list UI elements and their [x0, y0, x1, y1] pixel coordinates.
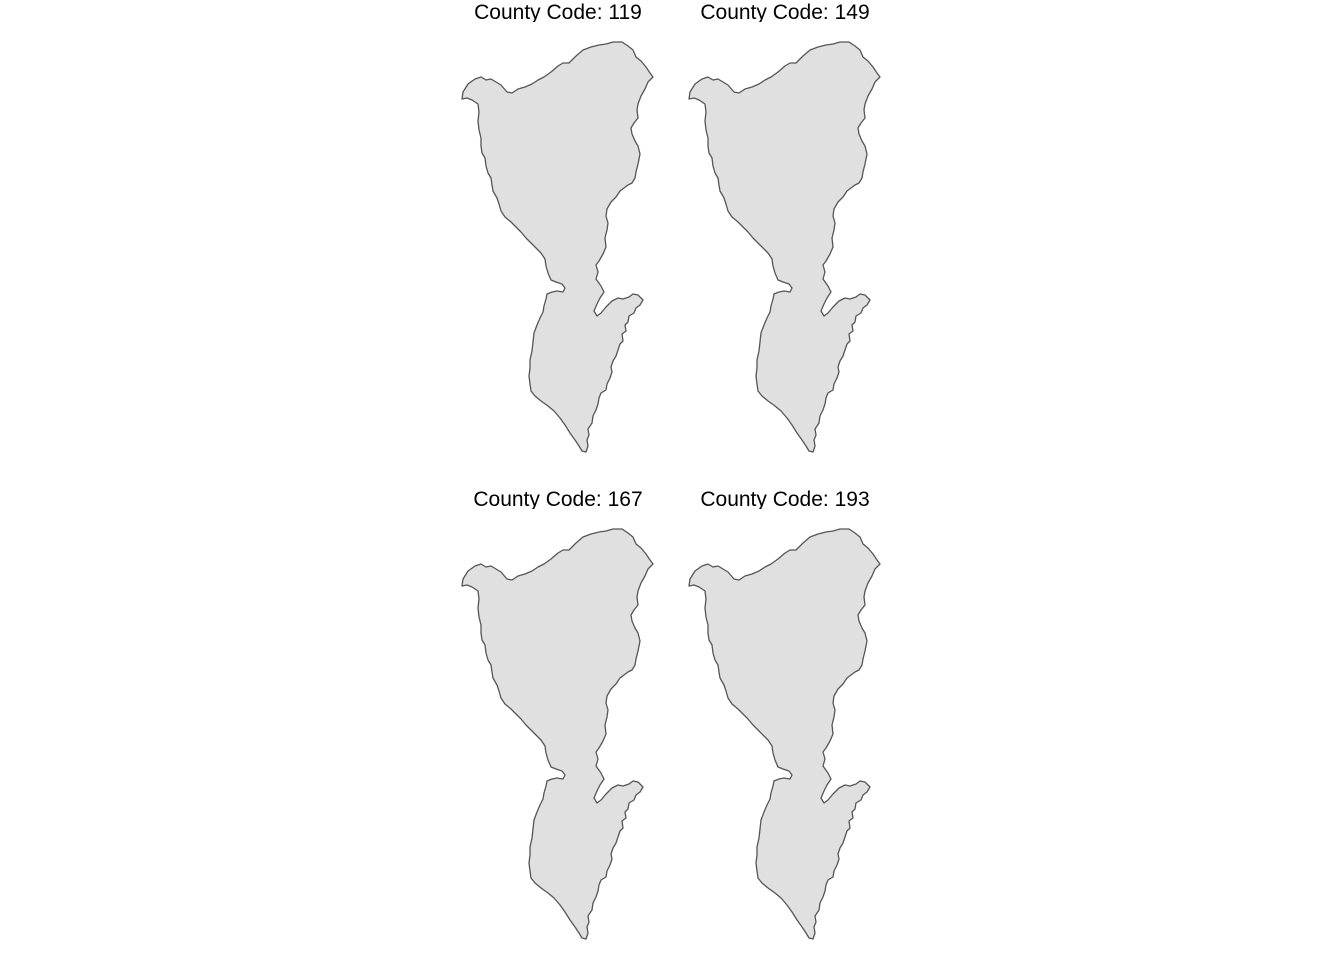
- facet-panel-1: County Code: 119: [448, 0, 668, 470]
- facet-panel-2: County Code: 149: [675, 0, 895, 470]
- facet-title-3: County Code: 167: [473, 488, 643, 509]
- county-shape-1: [461, 41, 654, 453]
- facet-panel-3: County Code: 167: [448, 487, 668, 957]
- facet-title-2: County Code: 149: [700, 1, 870, 22]
- facet-title-4: County Code: 193: [700, 488, 870, 509]
- county-shape-3: [461, 528, 654, 940]
- facet-panel-4: County Code: 193: [675, 487, 895, 957]
- county-map-1: [461, 41, 654, 453]
- county-map-2: [688, 41, 881, 453]
- county-shape-4: [688, 528, 881, 940]
- facet-title-1: County Code: 119: [474, 1, 642, 22]
- county-map-4: [688, 528, 881, 940]
- county-shape-2: [688, 41, 881, 453]
- county-map-3: [461, 528, 654, 940]
